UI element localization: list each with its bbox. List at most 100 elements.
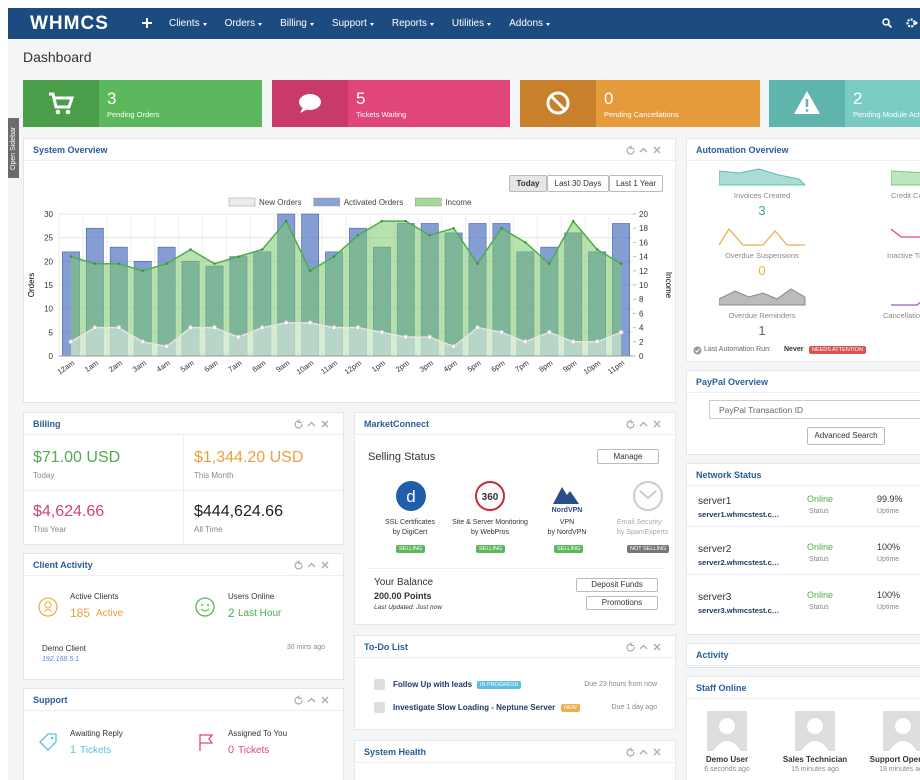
server-name: server1 — [698, 496, 732, 507]
manage-button[interactable]: Manage — [597, 449, 659, 464]
x-tick-label: 8pm — [537, 358, 554, 374]
add-icon[interactable] — [142, 18, 152, 28]
product-name: Email Security — [617, 519, 662, 526]
panel-header: Automation Overview — [687, 139, 920, 161]
close-icon — [321, 420, 329, 428]
x-tick-label: 7pm — [513, 358, 530, 374]
line-point — [259, 325, 265, 331]
menu-item[interactable]: Utilities — [452, 18, 492, 29]
product-vendor: by SpamExperts — [617, 529, 669, 536]
menu-item[interactable]: Billing — [280, 18, 314, 29]
area-point — [117, 262, 120, 265]
todo-text[interactable]: Follow Up with leads — [393, 680, 473, 689]
uptime-label: Uptime — [877, 556, 900, 563]
close-icon — [653, 748, 661, 756]
x-tick-label: 7am — [226, 358, 243, 374]
line-point — [355, 325, 361, 331]
panel-controls — [626, 419, 661, 429]
logo-text: d — [406, 487, 415, 506]
x-tick-label: 4pm — [442, 358, 459, 374]
paypal-panel: PayPal Overview PayPal Transaction ID Ad… — [686, 370, 920, 455]
menu-item[interactable]: Clients — [169, 18, 207, 29]
close-icon — [321, 696, 329, 704]
automation-panel: Automation Overview Invoices Created 3 O… — [686, 138, 920, 362]
x-tick-label: 12am — [56, 358, 77, 376]
tile-label: Pending Orders — [107, 110, 160, 119]
tile[interactable]: 5 Tickets Waiting — [272, 80, 510, 127]
y-tick-label: 10 — [44, 305, 53, 314]
stat-label: Assigned To You — [228, 729, 288, 738]
panel-title: Staff Online — [696, 683, 747, 693]
sparkline — [719, 168, 807, 186]
top-nav: WHMCS Clients Orders Billing Support Rep… — [8, 8, 920, 39]
promotions-button[interactable]: Promotions — [586, 596, 658, 610]
x-tick-label: 4am — [155, 358, 172, 374]
x-tick-label: 9am — [274, 358, 291, 374]
sparkline — [891, 228, 920, 238]
last-run-label: Last Automation Run: — [704, 346, 771, 353]
menu-item[interactable]: Addons — [509, 18, 550, 29]
transaction-input[interactable]: PayPal Transaction ID — [709, 400, 920, 419]
automation-value: 0 — [758, 263, 766, 278]
x-tick-label: 3am — [131, 358, 148, 374]
tile[interactable]: 2 Pending Module Actions — [769, 80, 920, 127]
stat-count: 2 — [228, 606, 235, 620]
y2-tick-label: 12 — [639, 267, 648, 276]
server-status: Online — [807, 590, 834, 600]
todo-status: IN PROGRESS — [477, 681, 522, 689]
staff-time: 18 minutes ago — [879, 766, 920, 773]
deposit-button[interactable]: Deposit Funds — [576, 578, 658, 592]
area-point — [548, 262, 551, 265]
panel-header: Activity — [687, 644, 920, 666]
server-status: Online — [807, 542, 834, 552]
automation-label: Cancellations — [883, 311, 920, 320]
line-point — [427, 334, 433, 340]
settings-icon[interactable] — [906, 18, 918, 28]
y2-tick-label: 6 — [639, 309, 644, 318]
range-button[interactable]: Last 30 Days — [547, 175, 609, 192]
activity-panel: Activity — [686, 643, 920, 668]
panel-title: Client Activity — [33, 560, 93, 570]
sidebar-tab[interactable]: Open Sidebar — [8, 118, 19, 178]
line-point — [235, 334, 241, 340]
x-tick-label: 11pm — [606, 358, 626, 376]
tile[interactable]: 3 Pending Orders — [23, 80, 262, 127]
automation-value: 1 — [758, 323, 766, 338]
search-icon[interactable] — [882, 18, 892, 28]
avatar-head — [807, 718, 823, 734]
staff-panel: Staff Online Demo User 6 seconds ago Sales… — [686, 676, 920, 780]
panel-header: MarketConnect — [355, 413, 675, 435]
legend-swatch — [313, 197, 340, 207]
client-ip: 192.168.5.1 — [42, 656, 79, 663]
panel-title: MarketConnect — [364, 419, 430, 429]
checkbox[interactable] — [374, 679, 385, 690]
status-label: Status — [809, 604, 829, 611]
checkbox[interactable] — [374, 702, 385, 713]
avatar — [707, 711, 747, 751]
tile-label: Pending Cancellations — [604, 110, 679, 119]
search-button[interactable]: Advanced Search — [807, 427, 885, 445]
todo-text[interactable]: Investigate Slow Loading - Neptune Serve… — [393, 703, 556, 712]
divider — [687, 526, 920, 527]
automation-label: Overdue Reminders — [728, 311, 796, 320]
line-point — [116, 325, 122, 331]
menu-item[interactable]: Support — [332, 18, 374, 29]
y2-axis-label: Income — [664, 272, 673, 299]
line-point — [475, 325, 481, 331]
tile[interactable]: 0 Pending Cancellations — [520, 80, 760, 127]
client-name[interactable]: Demo Client — [42, 644, 87, 653]
collapse-icon — [639, 421, 648, 427]
sparkline — [719, 227, 805, 246]
server-uptime: 100% — [877, 590, 901, 600]
product-logo — [633, 481, 663, 511]
product-vendor: by NordVPN — [547, 529, 587, 536]
menu-item[interactable]: Orders — [225, 18, 263, 29]
logo[interactable]: WHMCS — [30, 13, 109, 34]
product-logo: d — [396, 481, 426, 511]
logo-text: NordVPN — [552, 507, 583, 514]
avatar-body — [889, 741, 917, 751]
panel-title: PayPal Overview — [696, 377, 769, 387]
range-button[interactable]: Today — [509, 175, 547, 192]
menu-item[interactable]: Reports — [392, 18, 434, 29]
range-button[interactable]: Last 1 Year — [609, 175, 663, 192]
